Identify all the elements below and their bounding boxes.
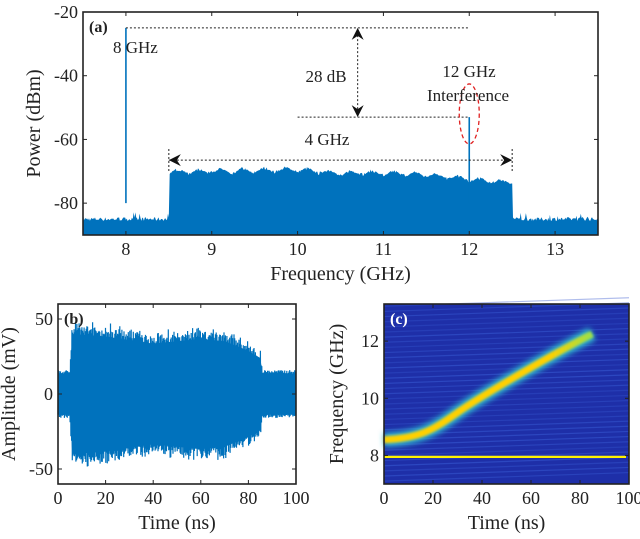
x-tick-label: 0 [380, 488, 389, 508]
x-tick-label: 8 [121, 239, 130, 259]
arrow-heads [168, 154, 513, 167]
heatmap-stripe [383, 399, 630, 410]
x-tick-label: 13 [546, 239, 564, 259]
y-tick-label: 12 [361, 331, 379, 351]
y-tick-label: -60 [54, 129, 78, 149]
heatmap-stripe [383, 415, 630, 426]
heatmap-stripe [383, 307, 630, 318]
annotation-interference-label-2: Interference [427, 86, 509, 105]
panel-label: (b) [64, 311, 84, 328]
chirp-trace [383, 330, 594, 444]
y-tick-label: -50 [29, 459, 53, 479]
heatmap-stripe [383, 343, 630, 354]
heatmap-stripe [383, 297, 630, 307]
heatmap-stripe [383, 312, 630, 323]
x-tick-label: 60 [522, 488, 540, 508]
x-tick-label: 20 [424, 488, 442, 508]
x-tick-label: 12 [460, 239, 478, 259]
heatmap-stripe [383, 363, 630, 374]
x-tick-label: 60 [192, 488, 210, 508]
x-axis-label: Time (ns) [138, 512, 216, 534]
y-axis-label: Amplitude (mV) [0, 327, 20, 461]
heatmap-stripe [383, 466, 630, 477]
annotation-tone-label: 8 GHz [113, 38, 158, 57]
y-tick-label: 0 [44, 384, 53, 404]
heatmap-stripe [383, 358, 630, 369]
spectrum-area [83, 166, 598, 235]
axes-frame [383, 303, 630, 485]
heatmap-stripe [383, 471, 630, 482]
panel-label: (a) [89, 19, 108, 36]
x-tick-label: 80 [239, 488, 257, 508]
x-tick-label: 40 [144, 488, 162, 508]
heatmap-stripe [383, 389, 630, 400]
x-tick-label: 100 [616, 488, 640, 508]
heatmap-stripe [383, 394, 630, 405]
heatmap-stripe [383, 405, 630, 415]
heatmap-stripe [383, 410, 630, 421]
heatmap-stripe [383, 435, 630, 446]
y-tick-label: 8 [370, 445, 379, 465]
interference-highlight [458, 83, 480, 145]
heatmap-stripe [383, 317, 630, 328]
annotation-delta-label: 28 dB [305, 67, 346, 86]
heatmap-stripe [383, 461, 630, 472]
heatmap-stripe [383, 348, 630, 359]
panel-c-spectrogram: 0 20 40 60 80 100 8 10 12 Time (ns) Frequency (GHz… [326, 297, 640, 534]
waveform-fill [58, 334, 296, 454]
heatmap-stripe [383, 322, 630, 333]
heatmap-stripe [383, 441, 630, 451]
x-tick-label: 11 [375, 239, 392, 259]
panel-a-spectrum: 8 GHz 28 dB 12 GHz Interference 4 GHz 8 9 10 11 1… [23, 2, 599, 285]
x-tick-label: 20 [97, 488, 115, 508]
x-tick-label: 9 [207, 239, 216, 259]
y-tick-label: 50 [35, 309, 53, 329]
y-axis-label: Frequency (GHz) [326, 324, 348, 465]
x-axis-label: Frequency (GHz) [270, 263, 411, 285]
x-tick-label: 10 [289, 239, 307, 259]
y-tick-label: -40 [54, 66, 78, 86]
axes-frame [82, 11, 599, 236]
x-tick-label: 100 [283, 488, 310, 508]
y-axis-label: Power (dBm) [23, 69, 45, 177]
x-tick-label: 40 [473, 488, 491, 508]
y-tick-label: -80 [54, 193, 78, 213]
panel-label: (c) [390, 311, 408, 328]
y-tick-label: -20 [54, 2, 78, 22]
heatmap-stripe [383, 353, 630, 364]
x-axis-label: Time (ns) [468, 512, 546, 534]
annotation-interference-label-1: 12 GHz [442, 62, 496, 81]
y-tick-label: 10 [361, 388, 379, 408]
x-tick-label: 80 [571, 488, 589, 508]
annotation-bandwidth-label: 4 GHz [305, 130, 350, 149]
x-tick-label: 0 [54, 488, 63, 508]
